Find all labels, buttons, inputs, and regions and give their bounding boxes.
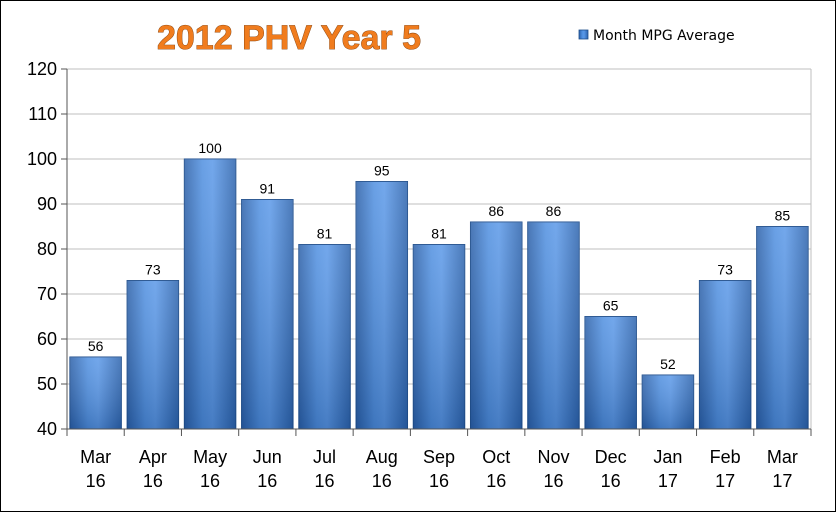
y-tick-label: 110	[28, 104, 57, 124]
legend-swatch	[578, 29, 589, 40]
data-label: 86	[488, 203, 504, 219]
bar-shade	[413, 244, 465, 429]
x-tick-label: Jun 16	[253, 447, 282, 491]
data-label: 81	[317, 226, 333, 242]
legend: Month MPG Average	[578, 28, 735, 44]
data-label: 56	[88, 338, 104, 354]
y-tick-label: 50	[37, 374, 57, 394]
data-label: 100	[198, 140, 222, 156]
x-tick-label: Sep 16	[423, 447, 455, 491]
data-label: 73	[717, 262, 733, 278]
chart-title: 2012 PHV Year 5	[157, 19, 421, 57]
data-label: 95	[374, 163, 390, 179]
bar-shade	[356, 181, 408, 429]
bar-shade	[69, 357, 122, 429]
y-tick-label: 90	[37, 194, 57, 214]
bar-shade	[241, 199, 294, 429]
bar-shade	[184, 159, 236, 429]
bar-shade	[127, 280, 179, 429]
bars	[69, 158, 809, 430]
y-tick-label: 40	[37, 419, 57, 439]
x-tick-label: Feb 17	[710, 447, 741, 491]
data-label: 86	[546, 203, 562, 219]
bar-shade	[642, 375, 694, 429]
data-labels: 56 73 100 91 81 95 81 86 86 65 52 73 85	[88, 140, 791, 372]
y-axis: 40 50 60 70 80 90 100 110 120	[27, 59, 68, 439]
y-tick-label: 120	[27, 59, 57, 79]
x-tick-label: Nov 16	[537, 447, 569, 491]
data-label: 81	[431, 226, 447, 242]
x-tick-label: Mar 17	[767, 447, 798, 491]
x-tick-label: Jan 17	[653, 447, 682, 491]
x-tick-label: Jul 16	[313, 447, 336, 491]
bar-shade	[756, 226, 809, 429]
x-tick-label: Oct 16	[482, 447, 510, 491]
data-label: 85	[775, 208, 791, 224]
bar-shade	[470, 222, 522, 429]
y-tick-label: 80	[37, 239, 57, 259]
y-tick-label: 100	[27, 149, 57, 169]
data-label: 65	[603, 298, 619, 314]
bar-shade	[699, 280, 751, 429]
x-tick-label: Aug 16	[366, 447, 398, 491]
data-label: 73	[145, 262, 161, 278]
x-tick-label: Dec 16	[595, 447, 627, 491]
bar-shade	[298, 244, 351, 429]
x-tick-label: May 16	[193, 447, 227, 491]
y-tick-label: 60	[37, 329, 57, 349]
y-tick-label: 70	[37, 284, 57, 304]
data-label: 91	[260, 181, 276, 197]
data-label: 52	[660, 356, 676, 372]
legend-label: Month MPG Average	[593, 28, 735, 44]
bar-shade	[584, 316, 637, 429]
x-tick-label: Apr 16	[139, 447, 167, 491]
x-axis: Mar 16 Apr 16 May 16 Jun 16 Jul 16 Aug 16 Sep 16 Oct 16…	[66, 428, 812, 491]
bar-shade	[527, 222, 580, 429]
x-tick-label: Mar 16	[80, 447, 111, 491]
